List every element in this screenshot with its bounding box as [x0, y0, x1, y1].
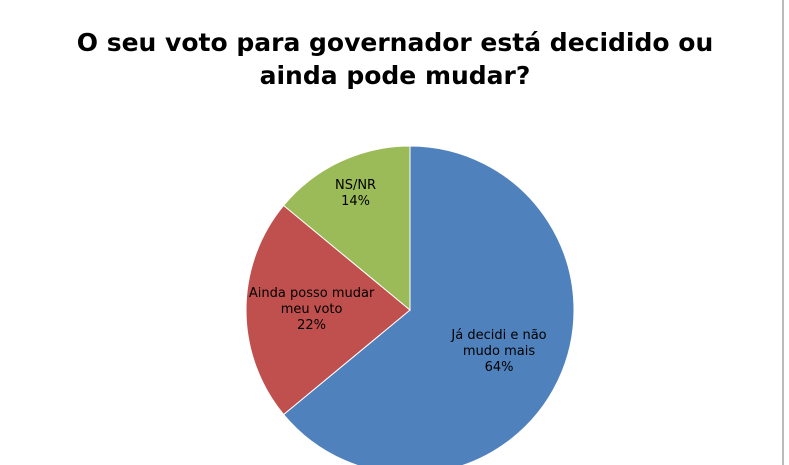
slice-category: Ainda posso mudar meu voto: [248, 286, 375, 317]
slice-label: NS/NR 14%: [291, 178, 421, 210]
page-edge: [782, 0, 784, 465]
slice-category: Já decidi e não mudo mais: [451, 327, 547, 359]
slice-value: 64%: [484, 359, 514, 375]
pie-slice: [245, 204, 411, 416]
slice-category: NS/NR: [334, 178, 377, 194]
slice-label: Ainda posso mudar meu voto 22%: [247, 286, 377, 334]
slice-value: 14%: [341, 194, 370, 210]
pie-slice: [282, 145, 575, 465]
slice-value: 22%: [297, 318, 327, 333]
chart-title: O seu voto para governador está decidido…: [76, 28, 714, 90]
slice-label: Já decidi e não mudo mais 64%: [434, 328, 564, 376]
pie-slice: [282, 145, 411, 312]
